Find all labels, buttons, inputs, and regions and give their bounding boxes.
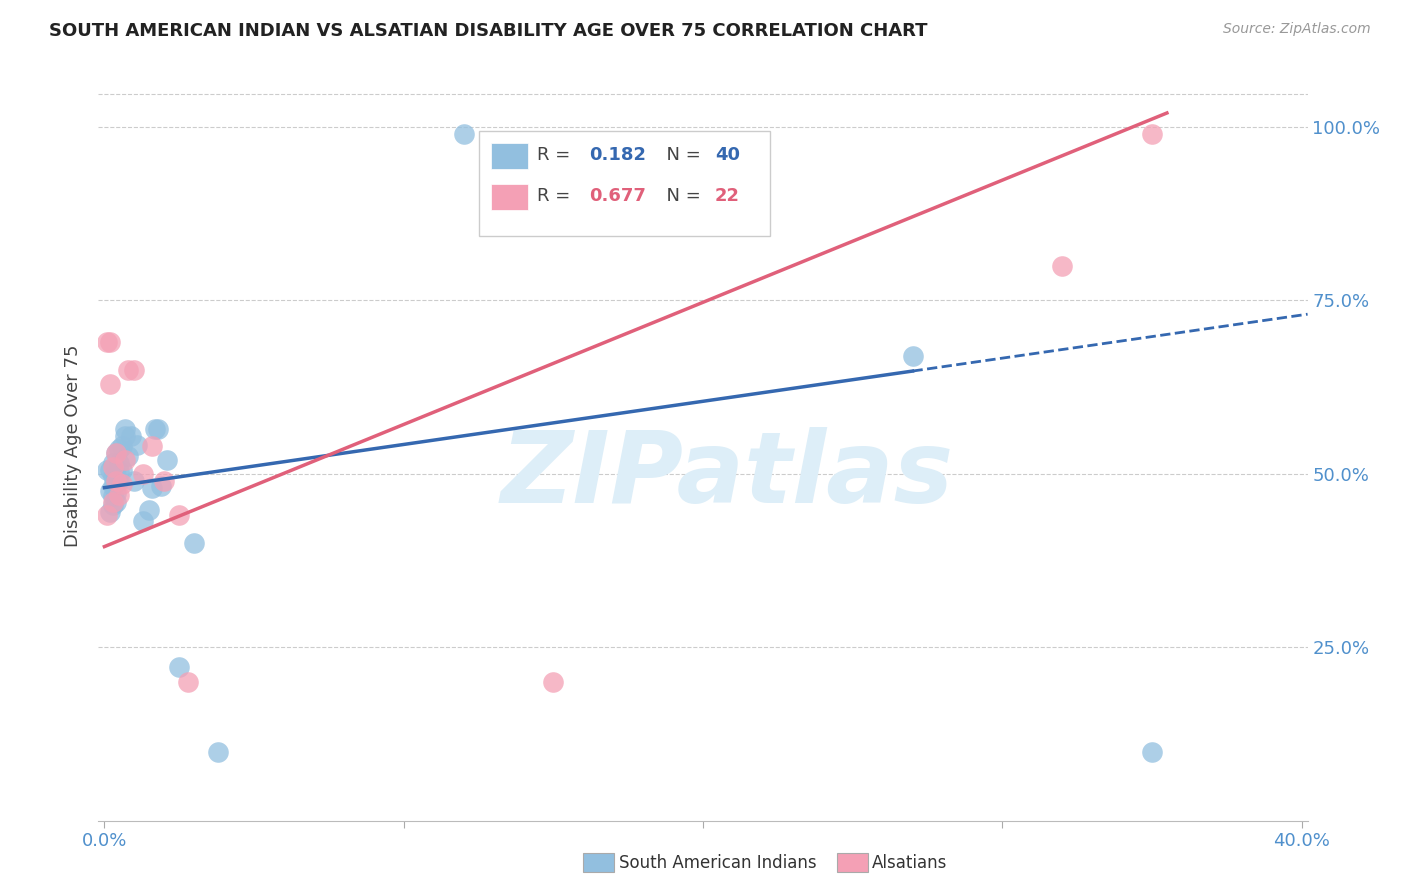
- Point: [105, 474, 128, 488]
- Point: [141, 481, 163, 495]
- FancyBboxPatch shape: [479, 131, 769, 236]
- Text: 22: 22: [716, 187, 740, 205]
- Text: South American Indians: South American Indians: [619, 854, 817, 871]
- Point: [105, 446, 128, 460]
- Point: [150, 479, 173, 493]
- Point: [167, 659, 190, 673]
- FancyBboxPatch shape: [492, 143, 527, 169]
- Point: [96, 334, 118, 349]
- Point: [167, 508, 190, 523]
- Point: [105, 468, 128, 483]
- Point: [124, 474, 146, 488]
- Point: [96, 508, 118, 523]
- Text: R =: R =: [537, 187, 576, 205]
- Point: [100, 484, 122, 499]
- Point: [111, 439, 134, 453]
- Point: [103, 456, 125, 470]
- Point: [207, 745, 229, 759]
- Point: [100, 463, 122, 477]
- Point: [114, 422, 136, 436]
- Point: [156, 453, 179, 467]
- Point: [153, 474, 176, 488]
- Point: [138, 503, 160, 517]
- Text: Alsatians: Alsatians: [872, 854, 948, 871]
- Text: 0.182: 0.182: [589, 146, 647, 164]
- Point: [117, 362, 139, 376]
- Text: N =: N =: [655, 187, 706, 205]
- Point: [103, 468, 125, 483]
- Point: [1140, 127, 1163, 141]
- Text: ZIPatlas: ZIPatlas: [501, 427, 953, 524]
- Point: [111, 463, 134, 477]
- Point: [127, 437, 149, 451]
- Point: [100, 376, 122, 391]
- Point: [124, 362, 146, 376]
- Point: [108, 474, 131, 488]
- Point: [105, 486, 128, 500]
- Point: [103, 498, 125, 512]
- Point: [453, 127, 475, 141]
- Point: [103, 479, 125, 493]
- Point: [117, 450, 139, 464]
- Text: N =: N =: [655, 146, 706, 164]
- Point: [108, 487, 131, 501]
- Text: 40: 40: [716, 146, 740, 164]
- Text: Source: ZipAtlas.com: Source: ZipAtlas.com: [1223, 22, 1371, 37]
- Point: [103, 489, 125, 503]
- Point: [108, 456, 131, 470]
- Point: [103, 459, 125, 474]
- Point: [543, 674, 565, 689]
- Point: [105, 446, 128, 460]
- Text: SOUTH AMERICAN INDIAN VS ALSATIAN DISABILITY AGE OVER 75 CORRELATION CHART: SOUTH AMERICAN INDIAN VS ALSATIAN DISABI…: [49, 22, 928, 40]
- Point: [111, 477, 134, 491]
- Text: 0.677: 0.677: [589, 187, 647, 205]
- Point: [1050, 259, 1073, 273]
- Point: [901, 349, 924, 363]
- Point: [177, 674, 200, 689]
- Point: [114, 453, 136, 467]
- Text: R =: R =: [537, 146, 576, 164]
- Point: [100, 505, 122, 519]
- Point: [143, 422, 166, 436]
- Point: [114, 428, 136, 442]
- Point: [103, 494, 125, 508]
- Point: [183, 536, 205, 550]
- Point: [108, 442, 131, 457]
- Y-axis label: Disability Age Over 75: Disability Age Over 75: [65, 344, 83, 548]
- Point: [132, 467, 155, 481]
- Point: [120, 428, 142, 442]
- Point: [96, 463, 118, 477]
- Point: [148, 422, 170, 436]
- Point: [132, 514, 155, 528]
- Point: [100, 334, 122, 349]
- Point: [108, 466, 131, 480]
- Point: [1140, 745, 1163, 759]
- Point: [105, 494, 128, 508]
- FancyBboxPatch shape: [492, 184, 527, 210]
- Point: [141, 439, 163, 453]
